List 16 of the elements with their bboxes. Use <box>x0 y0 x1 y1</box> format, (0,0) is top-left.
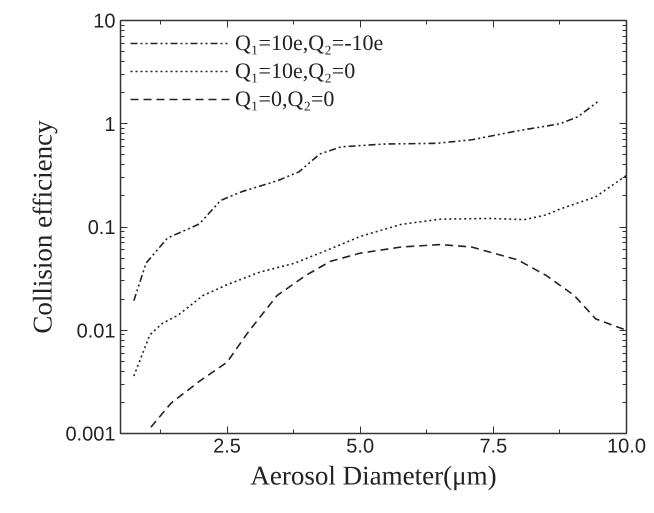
legend-label: Q₁=10e,Q₂=-10e <box>235 30 384 56</box>
legend-label: Q₁=0,Q₂=0 <box>235 86 334 112</box>
y-tick-label: 0.001 <box>65 424 116 446</box>
line-series <box>133 174 626 377</box>
x-tick-label: 10.0 <box>607 436 646 458</box>
y-axis-title: Collision efficiency <box>27 120 58 334</box>
x-tick-label: 2.5 <box>213 436 241 458</box>
x-tick-label: 7.5 <box>479 436 508 458</box>
x-axis-title: Aerosol Diameter(μm) <box>250 460 497 490</box>
y-tick-label: 0.01 <box>76 320 116 342</box>
line-series <box>150 244 625 428</box>
y-tick-label: 0.1 <box>88 217 116 239</box>
y-tick-label: 10 <box>93 10 116 32</box>
y-tick-label: 1 <box>104 114 116 136</box>
x-tick-label: 5.0 <box>346 436 374 458</box>
legend-label: Q₁=10e,Q₂=0 <box>235 58 356 84</box>
